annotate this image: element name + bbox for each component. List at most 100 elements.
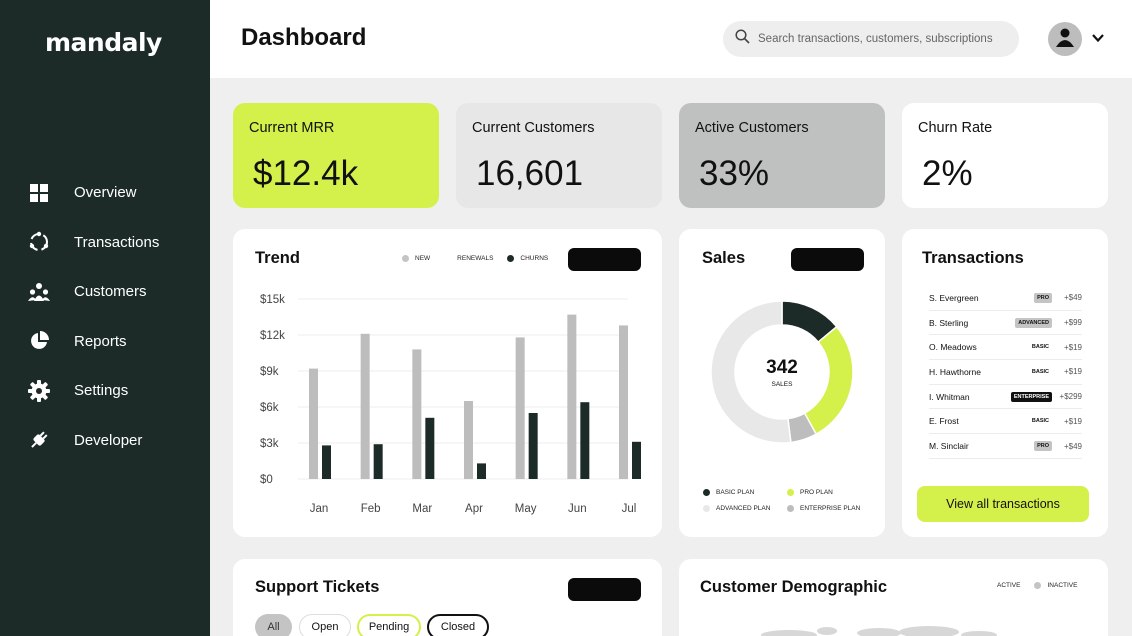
support-tickets-title: Support Tickets xyxy=(255,578,380,596)
transaction-customer: B. Sterling xyxy=(929,317,969,328)
y-tick-label: $12k xyxy=(260,330,285,342)
transaction-amount: +$19 xyxy=(1063,367,1082,377)
y-tick-label: $9k xyxy=(260,366,279,378)
sidebar-item-developer[interactable]: Developer xyxy=(28,416,159,466)
stat-label: Current MRR xyxy=(249,120,335,136)
legend-dot xyxy=(984,582,991,589)
legend-item-renewals: RENEWALS xyxy=(444,255,493,262)
y-tick-label: $15k xyxy=(260,294,285,306)
avatar[interactable] xyxy=(1048,22,1082,56)
stat-value: 16,601 xyxy=(476,154,584,193)
bar-new-mar xyxy=(412,349,422,479)
legend-label: RENEWALS xyxy=(457,255,494,262)
x-tick-label: Mar xyxy=(412,503,432,515)
trend-chart: $0 $3k $6k $9k $12k $15k Jan Feb Mar Apr May Jun Jul xyxy=(260,294,641,515)
transaction-row[interactable]: I. Whitman ENTERPRISE +$299 xyxy=(929,385,1082,410)
support-period-selector[interactable] xyxy=(568,578,641,601)
plan-badge: BASIC xyxy=(1031,344,1049,351)
sales-total-label: SALES xyxy=(771,381,793,388)
y-tick-label: $0 xyxy=(260,474,273,486)
search-bar[interactable] xyxy=(723,21,1019,57)
legend-label: ENTERPRISE PLAN xyxy=(800,505,861,512)
legend-dot xyxy=(787,489,794,496)
transaction-customer: M. Sinclair xyxy=(929,441,969,452)
legend-item-pro: PRO PLAN xyxy=(787,489,863,496)
sidebar-item-label: Settings xyxy=(74,382,129,400)
sidebar-item-settings[interactable]: Settings xyxy=(28,366,159,416)
transaction-customer: S. Evergreen xyxy=(929,292,979,303)
filter-pending[interactable]: Pending xyxy=(357,614,421,636)
sidebar-item-reports[interactable]: Reports xyxy=(28,317,159,367)
bar-churns-jul xyxy=(632,441,641,479)
transaction-row[interactable]: E. Frost BASIC +$19 xyxy=(929,410,1082,435)
legend-dot xyxy=(703,505,710,512)
transactions-card: Transactions S. Evergreen PRO +$49 B. Sterl… xyxy=(902,229,1108,537)
trend-period-selector[interactable] xyxy=(568,248,641,271)
legend-item-new: NEW xyxy=(402,255,430,262)
top-header: Dashboard xyxy=(210,0,1132,78)
logo[interactable]: mandaly xyxy=(45,28,162,57)
view-all-transactions-button[interactable]: View all transactions xyxy=(917,486,1089,522)
transaction-row[interactable]: S. Evergreen PRO +$49 xyxy=(929,286,1082,311)
chevron-down-icon[interactable] xyxy=(1091,31,1105,50)
filter-all[interactable]: All xyxy=(255,614,292,636)
sidebar-item-overview[interactable]: Overview xyxy=(28,168,159,218)
legend-dot xyxy=(402,255,409,262)
sidebar: mandaly Overview Transactions Customers … xyxy=(0,0,210,636)
transaction-amount: +$49 xyxy=(1063,441,1082,451)
x-tick-label: May xyxy=(515,503,537,515)
sales-period-selector[interactable] xyxy=(791,248,864,271)
plan-badge: ENTERPRISE xyxy=(1010,391,1052,402)
filter-open[interactable]: Open xyxy=(299,614,351,636)
sidebar-item-transactions[interactable]: Transactions xyxy=(28,218,159,268)
transaction-amount: +$49 xyxy=(1063,293,1082,303)
bar-churns-mar xyxy=(425,417,435,479)
legend-dot xyxy=(1034,582,1042,589)
demographic-legend: ACTIVE INACTIVE xyxy=(984,582,1091,589)
pie-icon xyxy=(28,330,50,352)
bar-new-apr xyxy=(464,401,473,479)
customer-demographic-card: Customer Demographic ACTIVE INACTIVE xyxy=(679,559,1108,636)
legend-item-active: ACTIVE xyxy=(984,582,1020,589)
filter-closed[interactable]: Closed xyxy=(427,614,489,636)
bar-new-jul xyxy=(619,325,628,479)
transaction-row[interactable]: M. Sinclair PRO +$49 xyxy=(929,434,1082,459)
sales-title: Sales xyxy=(702,249,746,267)
plan-badge: PRO xyxy=(1034,441,1052,452)
bar-new-jan xyxy=(309,368,318,479)
transaction-customer: H. Hawthorne xyxy=(929,366,981,377)
stat-card-mrr: Current MRR $12.4k xyxy=(233,103,439,208)
search-input[interactable] xyxy=(758,33,1008,45)
legend-dot xyxy=(787,505,794,512)
sidebar-item-label: Developer xyxy=(74,431,143,449)
legend-item-basic: BASIC PLAN xyxy=(703,489,779,496)
transaction-row[interactable]: B. Sterling ADVANCED +$99 xyxy=(929,311,1082,336)
transaction-row[interactable]: H. Hawthorne BASIC +$19 xyxy=(929,360,1082,385)
sales-total: 342 xyxy=(766,357,798,378)
sidebar-item-label: Overview xyxy=(74,184,137,202)
bar-churns-apr xyxy=(477,463,486,479)
bar-new-may xyxy=(515,337,525,479)
stat-value: $12.4k xyxy=(253,154,359,193)
cycle-icon xyxy=(28,231,50,253)
world-map xyxy=(761,626,997,636)
transaction-row[interactable]: O. Meadows BASIC +$19 xyxy=(929,335,1082,361)
x-tick-label: Jul xyxy=(622,503,637,515)
sidebar-item-customers[interactable]: Customers xyxy=(28,267,159,317)
stat-card-churn-rate: Churn Rate 2% xyxy=(902,103,1108,208)
trend-card: Trend NEW RENEWALS CHURNS $0 $3k $6k $9k $12… xyxy=(233,229,662,537)
sidebar-item-label: Transactions xyxy=(74,233,160,251)
legend-dot xyxy=(703,489,710,496)
user-icon xyxy=(1055,27,1075,52)
legend-label: ACTIVE xyxy=(997,582,1021,589)
plan-badge: PRO xyxy=(1034,292,1052,303)
legend-label: CHURNS xyxy=(520,255,549,262)
legend-label: BASIC PLAN xyxy=(716,489,755,496)
sidebar-nav: Overview Transactions Customers Reports … xyxy=(28,168,159,465)
legend-label: NEW xyxy=(415,255,431,262)
plug-icon xyxy=(28,429,50,451)
stat-label: Active Customers xyxy=(695,120,809,136)
page-title: Dashboard xyxy=(241,24,367,51)
x-tick-label: Jun xyxy=(568,503,587,515)
plan-badge: BASIC xyxy=(1031,368,1049,375)
